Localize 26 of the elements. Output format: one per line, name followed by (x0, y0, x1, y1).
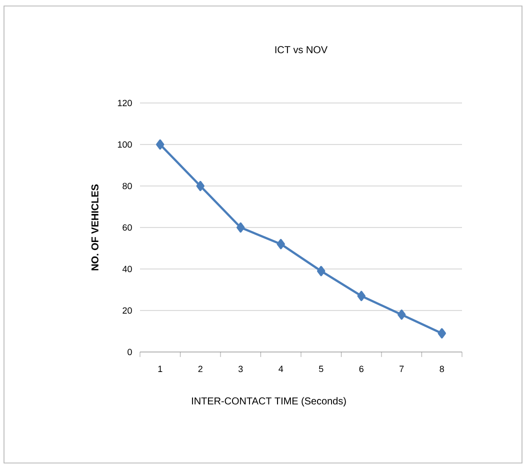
chart-title: ICT vs NOV (275, 46, 328, 54)
y-tick-label: 100 (118, 141, 132, 148)
y-tick-label: 20 (122, 307, 132, 314)
y-tick-label: 60 (122, 224, 132, 231)
point (236, 222, 245, 233)
x-tick-label: 6 (359, 366, 364, 372)
x-tick-label: 7 (400, 366, 404, 372)
y-tick-label: 120 (118, 100, 132, 106)
point (156, 139, 164, 150)
x-tick-label: 1 (158, 366, 162, 372)
x-tick-label: 3 (238, 366, 243, 372)
x-tick-label: 4 (278, 366, 284, 372)
point (317, 266, 326, 276)
x-axis-title: INTER-CONTACT TIME (Seconds) (192, 397, 346, 406)
y-tick-label: 80 (122, 182, 132, 190)
y-axis-title: NO. OF VEHICLES (91, 184, 98, 270)
x-tick-label: 2 (198, 366, 202, 372)
x-tick-label: 5 (318, 366, 324, 372)
x-tick-label: 8 (440, 366, 444, 372)
y-tick-label: 40 (122, 266, 132, 272)
point (196, 180, 204, 192)
point (438, 328, 446, 338)
y-tick-label: 0 (128, 348, 132, 356)
point (357, 290, 366, 302)
point (398, 310, 406, 320)
point (276, 239, 285, 250)
